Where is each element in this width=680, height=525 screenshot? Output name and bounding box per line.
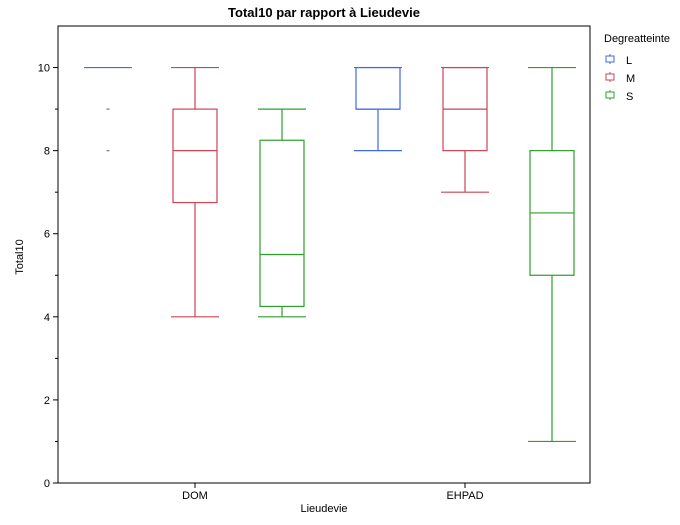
legend: LMS [605,54,635,103]
box-S-DOM [258,108,306,318]
legend-label: L [626,55,632,67]
box-M-EHPAD [441,66,489,193]
y-axis: 0 2 4 6 8 10 [38,63,58,490]
box-L-EHPAD [354,66,402,152]
legend-box-icon [605,55,615,63]
iqr-box [259,139,305,308]
legend-title: Degreatteinte [604,33,670,45]
legend-box-icon [605,73,615,81]
y-axis-label: Total10 [14,239,26,274]
y-tick-label: 4 [44,312,50,324]
y-tick-label: 8 [44,146,50,158]
y-tick-label: 2 [44,395,50,407]
legend-box-icon [605,91,615,99]
y-tick-label: 0 [44,478,50,490]
x-axis-label: Lieudevie [300,503,347,515]
legend-label: M [626,73,635,85]
legend-item-M: M [605,72,635,85]
box-M-DOM [171,66,219,318]
iqr-box [172,108,218,204]
legend-label: S [626,91,633,103]
box-L-DOM [84,66,132,152]
y-tick-label: 6 [44,229,50,241]
x-axis: DOM EHPAD [182,483,484,502]
x-tick-label: EHPAD [446,490,483,502]
x-tick-label: DOM [182,490,208,502]
box-groups [84,66,576,443]
legend-item-S: S [605,90,633,103]
y-tick-label: 10 [38,63,50,75]
box-S-EHPAD [528,66,576,443]
chart-title: Total10 par rapport à Lieudevie [228,5,420,20]
legend-item-L: L [605,54,632,67]
iqr-box [355,66,401,110]
plot-area-frame [57,25,591,484]
